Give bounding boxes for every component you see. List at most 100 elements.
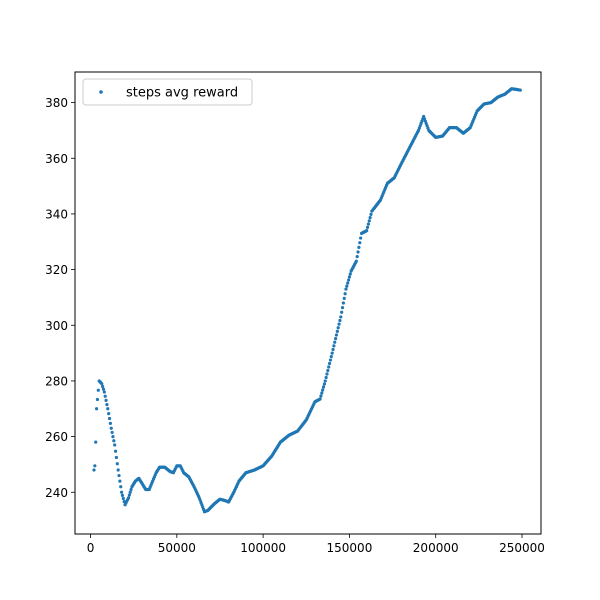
y-tick-label: 260 — [45, 430, 68, 444]
data-point — [108, 421, 112, 425]
x-axis: 0 50000 100000 150000 200000 250000 — [87, 534, 545, 555]
legend-box — [82, 78, 253, 106]
y-axis: 240 260 280 300 320 340 360 380 — [45, 96, 75, 500]
data-point — [113, 449, 118, 453]
data-point — [343, 292, 347, 296]
data-point — [365, 225, 370, 229]
data-point — [127, 493, 131, 497]
data-point — [327, 361, 332, 366]
data-point — [334, 337, 338, 341]
y-tick-label: 360 — [45, 152, 68, 166]
data-point — [94, 407, 99, 411]
data-point — [342, 296, 346, 300]
data-point — [101, 384, 105, 389]
data-point — [329, 354, 333, 359]
data-point — [320, 391, 324, 395]
y-tick-label: 320 — [45, 263, 68, 277]
data-point — [115, 462, 119, 466]
data-point — [129, 487, 133, 492]
data-point — [366, 222, 371, 226]
data-points — [92, 87, 522, 514]
data-point — [103, 394, 107, 398]
data-point — [111, 434, 115, 439]
plot-area — [75, 72, 541, 534]
data-point — [120, 490, 124, 494]
data-point — [345, 284, 349, 288]
data-point — [356, 250, 360, 254]
data-point — [121, 496, 125, 501]
data-point — [92, 468, 96, 472]
data-point — [518, 88, 522, 92]
data-point — [112, 439, 116, 443]
data-point — [332, 344, 336, 348]
data-point — [340, 306, 345, 310]
data-point — [318, 397, 322, 401]
data-point — [346, 281, 350, 285]
data-point — [326, 368, 330, 373]
data-point — [344, 287, 348, 291]
data-point — [368, 216, 372, 220]
legend-label: steps avg reward — [126, 86, 238, 101]
x-tick-label: 50000 — [158, 541, 196, 555]
data-point — [333, 340, 337, 344]
data-point — [102, 390, 106, 394]
data-point — [337, 322, 341, 326]
data-point — [358, 241, 362, 245]
data-point — [113, 443, 117, 447]
data-point — [321, 385, 326, 389]
data-point — [341, 301, 345, 305]
data-point — [340, 310, 344, 314]
data-point — [319, 394, 323, 398]
y-tick-label: 300 — [45, 319, 68, 333]
x-tick-label: 250000 — [499, 541, 545, 555]
x-tick-label: 150000 — [327, 541, 373, 555]
data-point — [322, 382, 326, 386]
data-point — [101, 387, 106, 391]
data-point — [339, 315, 343, 319]
data-point — [126, 496, 131, 500]
y-tick-label: 380 — [45, 96, 68, 110]
data-point — [357, 245, 361, 249]
data-point — [105, 402, 109, 407]
data-point — [107, 412, 111, 416]
data-point — [369, 212, 373, 216]
data-point — [100, 382, 104, 386]
axes-frame — [74, 71, 542, 535]
legend-marker — [99, 90, 103, 94]
data-point — [327, 365, 331, 369]
data-point — [93, 464, 97, 468]
y-tick-label: 340 — [45, 207, 68, 221]
data-point — [355, 255, 359, 259]
data-point — [348, 272, 352, 276]
data-point — [346, 278, 351, 282]
data-point — [334, 333, 339, 337]
data-point — [128, 490, 132, 494]
data-point — [325, 372, 329, 376]
data-point — [117, 473, 121, 478]
legend: steps avg reward — [82, 78, 253, 106]
data-point — [104, 398, 108, 403]
data-point — [120, 493, 125, 497]
data-point — [354, 259, 358, 263]
data-point — [335, 329, 339, 333]
data-point — [109, 426, 113, 430]
data-point — [116, 468, 120, 472]
data-point — [365, 229, 369, 233]
x-tick-label: 200000 — [413, 541, 459, 555]
data-point — [338, 318, 342, 323]
data-point — [106, 407, 110, 411]
data-point — [95, 397, 100, 402]
x-tick-label: 0 — [87, 541, 95, 555]
y-tick-label: 240 — [45, 486, 68, 500]
data-point — [330, 351, 334, 355]
data-point — [367, 219, 371, 223]
data-point — [328, 358, 333, 362]
data-point — [110, 430, 114, 435]
data-point — [331, 347, 335, 352]
data-point — [321, 388, 325, 392]
data-point — [114, 455, 119, 460]
data-point — [336, 326, 340, 330]
data-point — [347, 275, 352, 279]
data-point — [107, 416, 112, 421]
